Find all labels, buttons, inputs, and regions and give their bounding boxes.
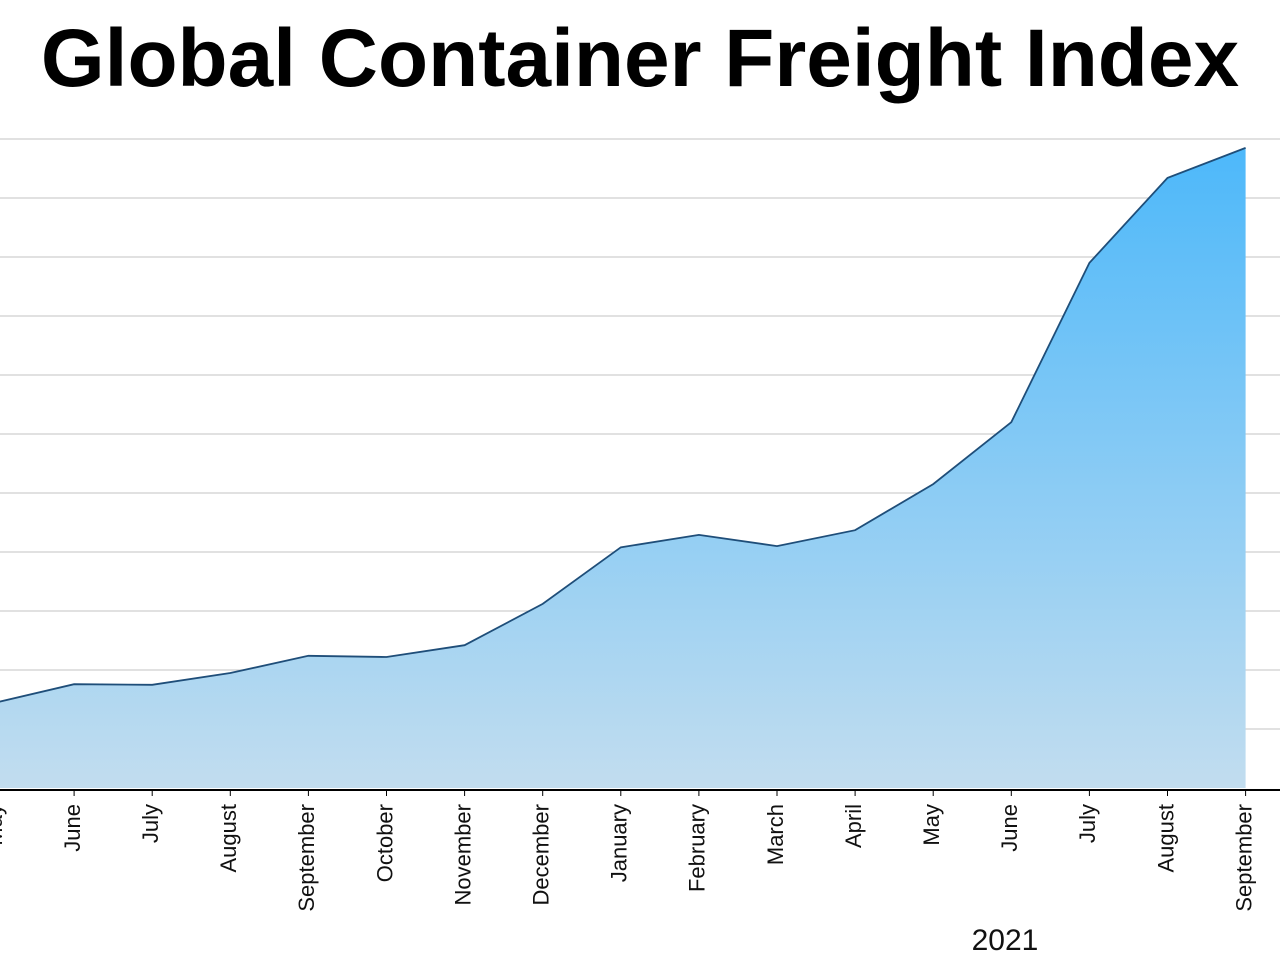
x-tick-label: June	[60, 804, 85, 852]
x-tick-label: March	[763, 804, 788, 865]
x-tick-label: July	[138, 804, 163, 843]
area-fill	[0, 147, 1246, 788]
x-tick-label: May	[0, 804, 7, 846]
x-tick-label: April	[841, 804, 866, 848]
x-tick-label: December	[529, 804, 554, 905]
x-tick-label: September	[294, 804, 319, 912]
x-tick-label: February	[685, 804, 710, 892]
x-tick-label: November	[450, 804, 475, 905]
x-tick-label: June	[997, 804, 1022, 852]
chart-title: Global Container Freight Index	[41, 13, 1239, 104]
x-tick-label: May	[919, 804, 944, 846]
x-tick-label: August	[1153, 804, 1178, 873]
x-tick-label: August	[216, 804, 241, 873]
x-tick-label: January	[607, 804, 632, 882]
x-tick-label: October	[372, 804, 397, 882]
x-tick-label: September	[1231, 804, 1256, 912]
area-line	[0, 147, 1246, 703]
year-label: 2021	[972, 924, 1039, 957]
x-tick-label: July	[1075, 804, 1100, 843]
